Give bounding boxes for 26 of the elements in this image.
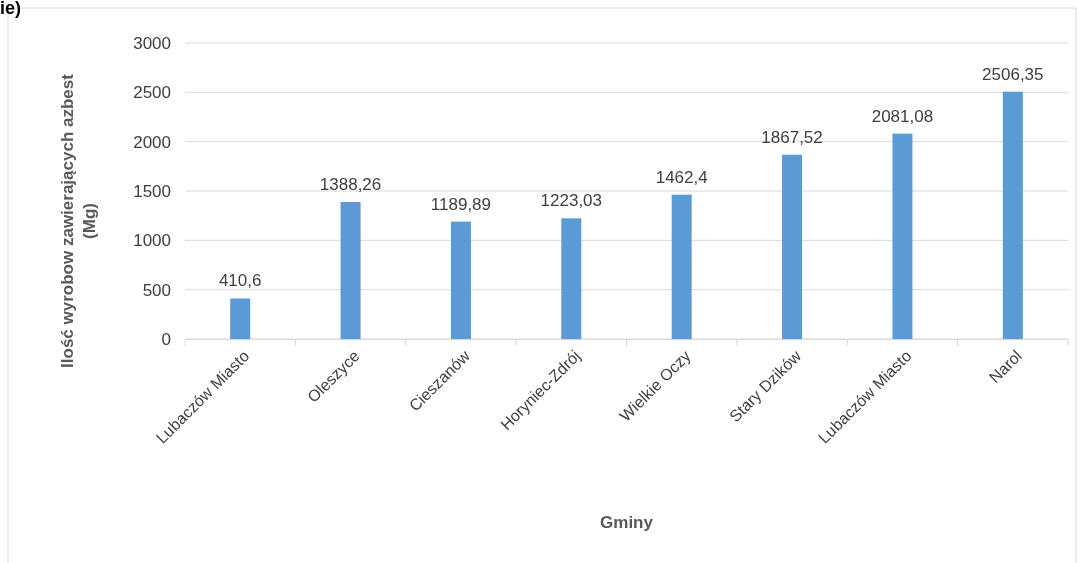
bar — [782, 154, 803, 339]
y-tick-label: 1000 — [133, 231, 171, 251]
data-label: 2506,35 — [982, 64, 1044, 84]
bar — [1002, 91, 1023, 339]
y-axis-title: Ilość wyrobow zawierających azbest (Mg) — [58, 73, 99, 368]
y-tick-label: 2500 — [133, 83, 171, 103]
bar — [230, 298, 251, 339]
bar — [450, 221, 471, 339]
bar — [561, 218, 582, 339]
text: ie) — [0, 0, 22, 18]
data-label: 1867,52 — [761, 127, 823, 147]
data-label: 2081,08 — [871, 106, 934, 126]
y-tick-label: 500 — [142, 280, 171, 300]
data-label: 1462,4 — [655, 167, 708, 187]
x-axis-title: Gminy — [600, 513, 654, 532]
data-label: 1223,03 — [540, 191, 603, 211]
y-tick-label: 1500 — [133, 181, 171, 201]
data-label: 410,6 — [218, 271, 262, 291]
y-tick-label: 2000 — [133, 132, 171, 152]
bar — [671, 194, 692, 339]
y-tick-label: 0 — [161, 329, 171, 349]
data-label: 1388,26 — [319, 175, 382, 195]
bar — [340, 202, 361, 339]
bar — [892, 133, 913, 339]
data-label: 1189,89 — [430, 194, 492, 214]
y-tick-label: 3000 — [133, 33, 171, 53]
